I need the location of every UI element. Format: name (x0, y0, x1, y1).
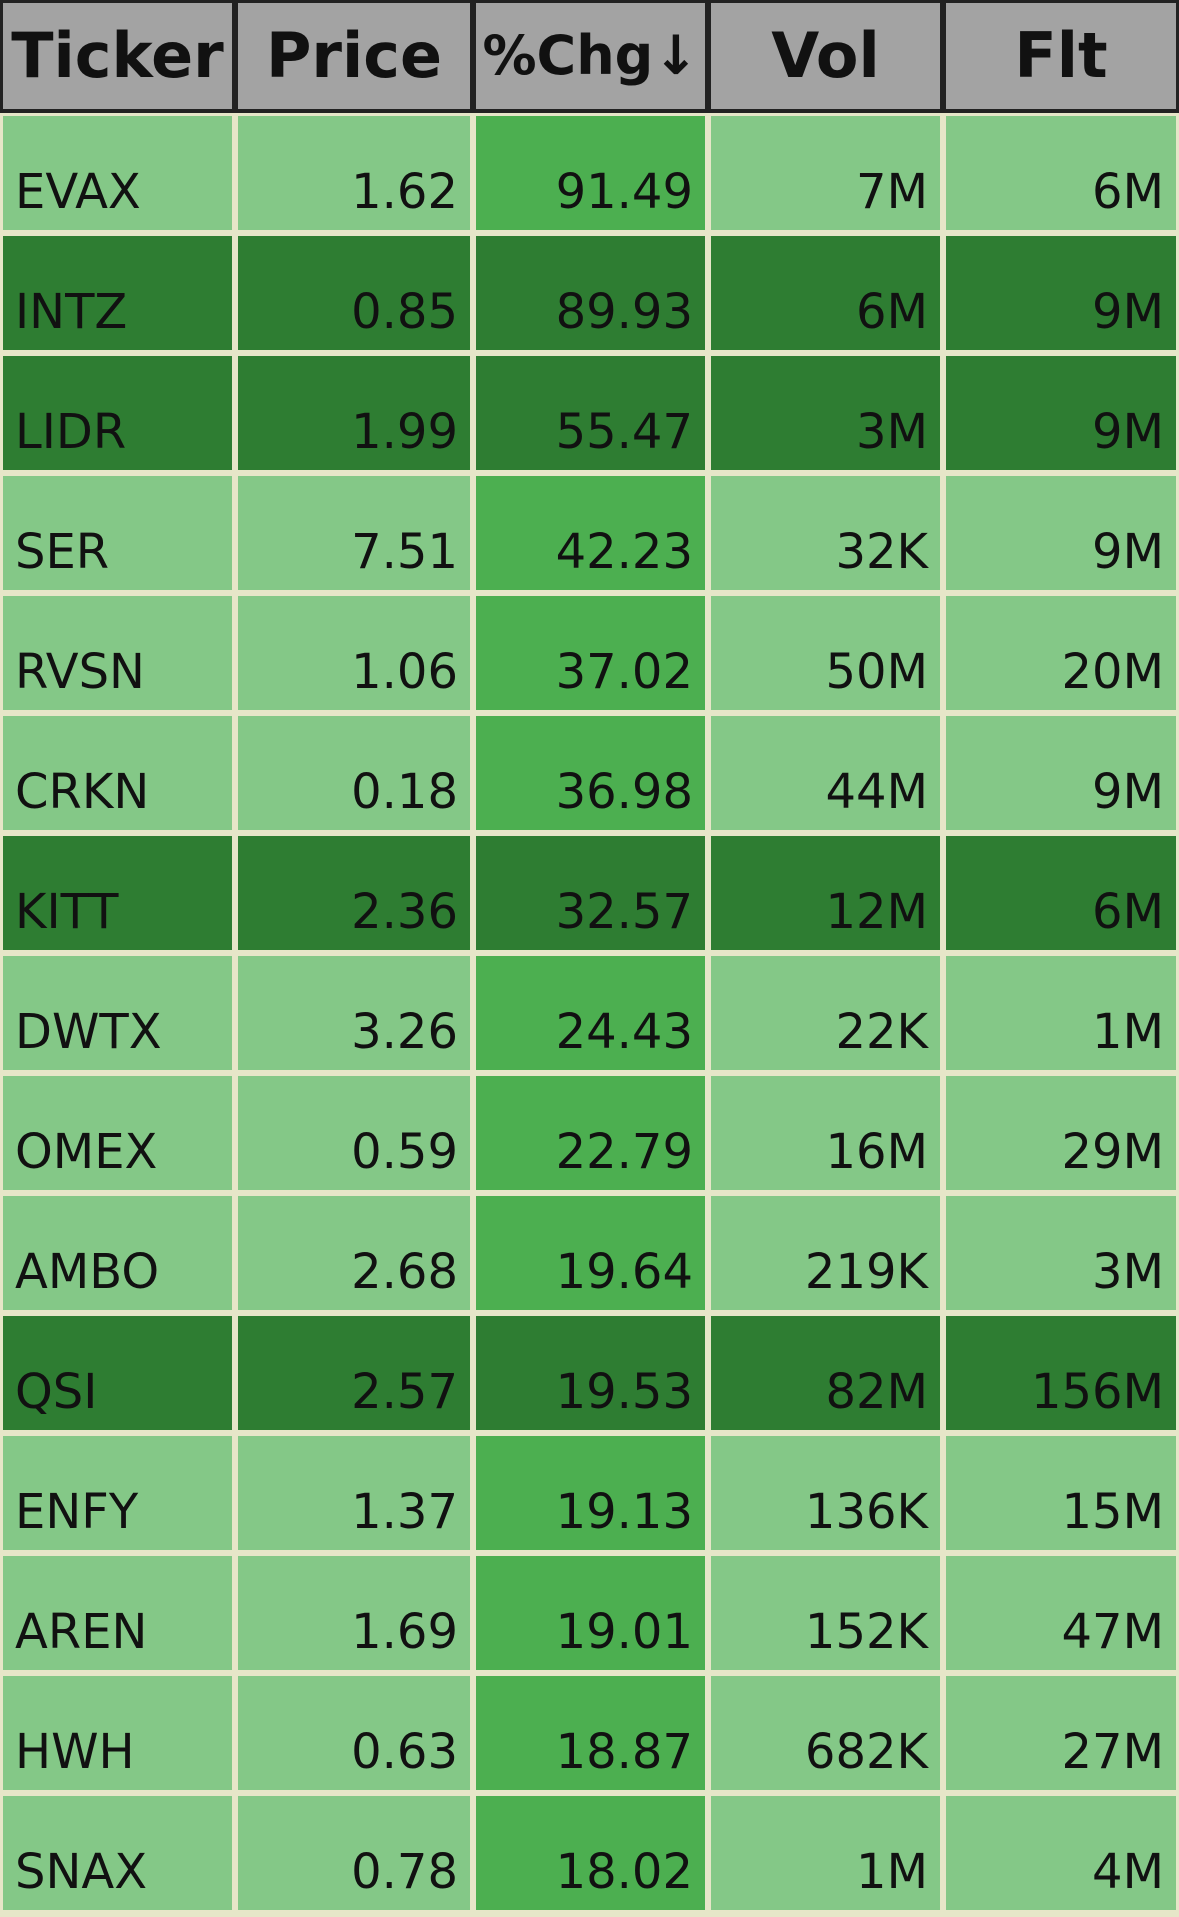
table-row[interactable]: QSI 2.57 19.53 82M 156M (0, 1316, 1179, 1436)
cell-ticker: AMBO (3, 1196, 232, 1310)
cell-ticker: ENFY (3, 1436, 232, 1550)
cell-vol: 7M (711, 116, 940, 230)
cell-ticker: DWTX (3, 956, 232, 1070)
cell-price: 2.68 (238, 1196, 470, 1310)
cell-ticker: INTZ (3, 236, 232, 350)
cell-price: 0.78 (238, 1796, 470, 1910)
header-percent-change-sorted[interactable]: %Chg↓ (476, 3, 705, 109)
header-ticker[interactable]: Ticker (3, 3, 232, 109)
cell-vol: 82M (711, 1316, 940, 1430)
cell-ticker: RVSN (3, 596, 232, 710)
cell-ticker: HWH (3, 1676, 232, 1790)
table-row[interactable]: SER 7.51 42.23 32K 9M (0, 476, 1179, 596)
header-row: Ticker Price %Chg↓ Vol Flt (0, 0, 1179, 113)
table-row[interactable]: AREN 1.69 19.01 152K 47M (0, 1556, 1179, 1676)
table-row[interactable]: OMEX 0.59 22.79 16M 29M (0, 1076, 1179, 1196)
cell-chg: 18.02 (476, 1796, 705, 1910)
cell-flt: 9M (946, 236, 1176, 350)
cell-flt: 20M (946, 596, 1176, 710)
cell-flt: 3M (946, 1196, 1176, 1310)
table-row[interactable]: EVAX 1.62 91.49 7M 6M (0, 116, 1179, 236)
cell-vol: 16M (711, 1076, 940, 1190)
cell-price: 3.26 (238, 956, 470, 1070)
cell-price: 0.59 (238, 1076, 470, 1190)
cell-vol: 44M (711, 716, 940, 830)
cell-price: 1.99 (238, 356, 470, 470)
cell-price: 7.51 (238, 476, 470, 590)
cell-chg: 37.02 (476, 596, 705, 710)
table-row[interactable]: LIDR 1.99 55.47 3M 9M (0, 356, 1179, 476)
cell-ticker: EVAX (3, 116, 232, 230)
cell-ticker: CRKN (3, 716, 232, 830)
cell-chg: 42.23 (476, 476, 705, 590)
cell-chg: 36.98 (476, 716, 705, 830)
cell-ticker: KITT (3, 836, 232, 950)
cell-chg: 19.53 (476, 1316, 705, 1430)
cell-flt: 29M (946, 1076, 1176, 1190)
cell-vol: 6M (711, 236, 940, 350)
table-row[interactable]: ENFY 1.37 19.13 136K 15M (0, 1436, 1179, 1556)
table-row[interactable]: INTZ 0.85 89.93 6M 9M (0, 236, 1179, 356)
table-row[interactable]: KITT 2.36 32.57 12M 6M (0, 836, 1179, 956)
cell-vol: 136K (711, 1436, 940, 1550)
cell-vol: 219K (711, 1196, 940, 1310)
cell-chg: 18.87 (476, 1676, 705, 1790)
cell-flt: 9M (946, 716, 1176, 830)
cell-flt: 6M (946, 836, 1176, 950)
cell-price: 1.06 (238, 596, 470, 710)
cell-chg: 32.57 (476, 836, 705, 950)
cell-price: 2.57 (238, 1316, 470, 1430)
cell-price: 1.69 (238, 1556, 470, 1670)
cell-chg: 89.93 (476, 236, 705, 350)
cell-flt: 47M (946, 1556, 1176, 1670)
cell-ticker: AREN (3, 1556, 232, 1670)
cell-vol: 682K (711, 1676, 940, 1790)
table-row[interactable]: DWTX 3.26 24.43 22K 1M (0, 956, 1179, 1076)
cell-flt: 27M (946, 1676, 1176, 1790)
cell-chg: 55.47 (476, 356, 705, 470)
table-row[interactable]: RVSN 1.06 37.02 50M 20M (0, 596, 1179, 716)
cell-chg: 19.01 (476, 1556, 705, 1670)
cell-chg: 22.79 (476, 1076, 705, 1190)
header-price[interactable]: Price (238, 3, 470, 109)
cell-vol: 32K (711, 476, 940, 590)
cell-vol: 3M (711, 356, 940, 470)
cell-ticker: SER (3, 476, 232, 590)
cell-chg: 24.43 (476, 956, 705, 1070)
cell-chg: 91.49 (476, 116, 705, 230)
cell-flt: 4M (946, 1796, 1176, 1910)
cell-price: 0.85 (238, 236, 470, 350)
table-row[interactable]: HWH 0.63 18.87 682K 27M (0, 1676, 1179, 1796)
cell-price: 0.63 (238, 1676, 470, 1790)
cell-flt: 1M (946, 956, 1176, 1070)
header-volume[interactable]: Vol (711, 3, 940, 109)
cell-price: 0.18 (238, 716, 470, 830)
cell-flt: 9M (946, 356, 1176, 470)
cell-chg: 19.64 (476, 1196, 705, 1310)
cell-chg: 19.13 (476, 1436, 705, 1550)
cell-flt: 15M (946, 1436, 1176, 1550)
table-row[interactable]: AMBO 2.68 19.64 219K 3M (0, 1196, 1179, 1316)
cell-flt: 6M (946, 116, 1176, 230)
cell-vol: 22K (711, 956, 940, 1070)
cell-ticker: LIDR (3, 356, 232, 470)
table-row[interactable]: CRKN 0.18 36.98 44M 9M (0, 716, 1179, 836)
cell-ticker: SNAX (3, 1796, 232, 1910)
table-row[interactable]: SNAX 0.78 18.02 1M 4M (0, 1796, 1179, 1916)
cell-vol: 1M (711, 1796, 940, 1910)
header-float[interactable]: Flt (946, 3, 1176, 109)
cell-price: 1.37 (238, 1436, 470, 1550)
cell-vol: 12M (711, 836, 940, 950)
cell-price: 2.36 (238, 836, 470, 950)
cell-price: 1.62 (238, 116, 470, 230)
cell-flt: 9M (946, 476, 1176, 590)
cell-ticker: OMEX (3, 1076, 232, 1190)
cell-flt: 156M (946, 1316, 1176, 1430)
cell-vol: 152K (711, 1556, 940, 1670)
cell-vol: 50M (711, 596, 940, 710)
cell-ticker: QSI (3, 1316, 232, 1430)
